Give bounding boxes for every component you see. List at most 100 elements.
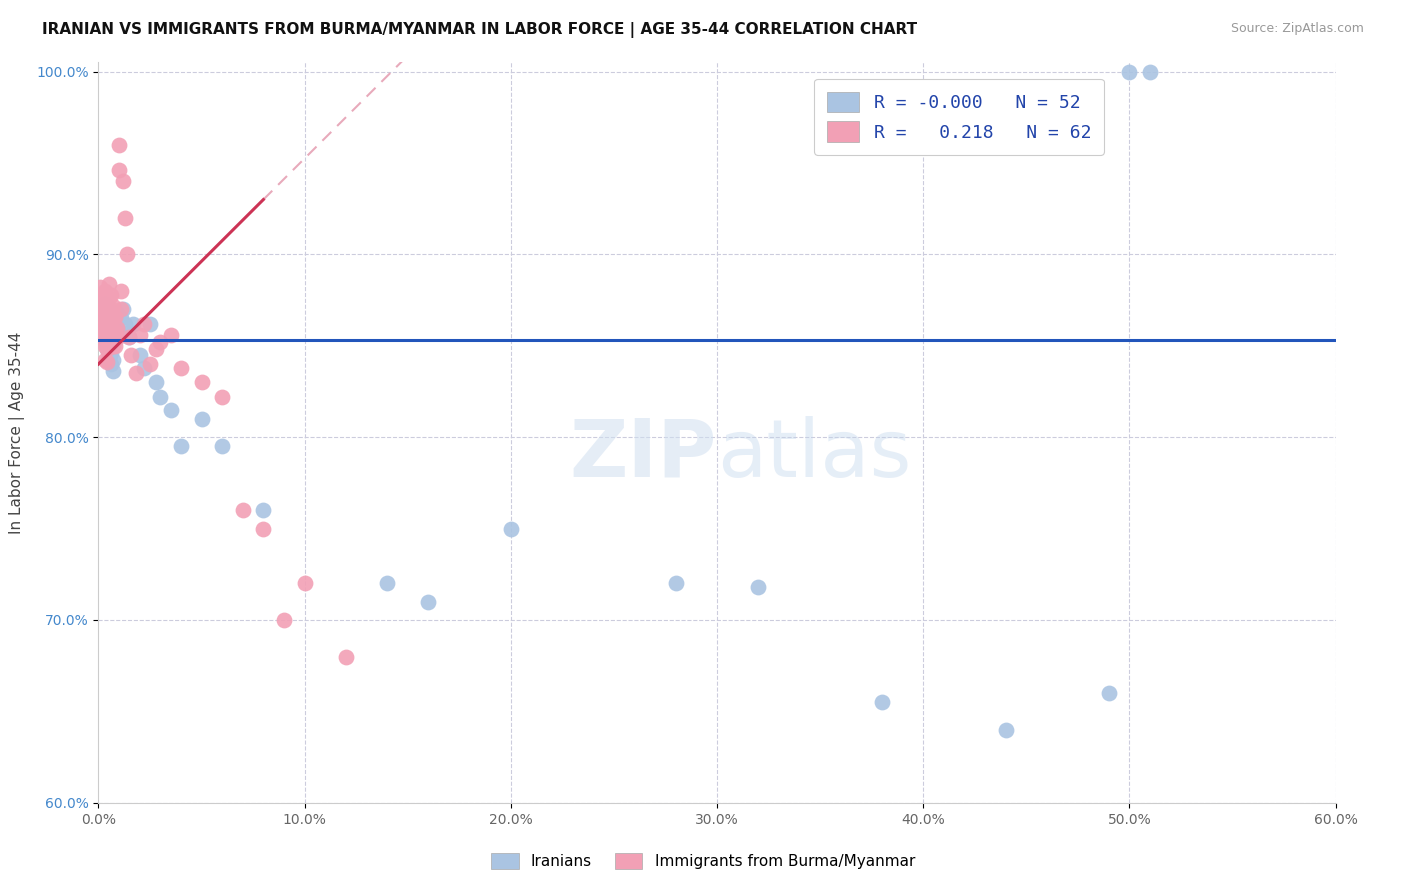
Point: [96, 355, 118, 369]
Point: [91, 302, 114, 317]
Point: [118, 329, 141, 343]
Point: [418, 595, 440, 609]
Point: [211, 390, 233, 404]
Point: [145, 376, 167, 390]
Text: IRANIAN VS IMMIGRANTS FROM BURMA/MYANMAR IN LABOR FORCE | AGE 35-44 CORRELATION : IRANIAN VS IMMIGRANTS FROM BURMA/MYANMAR…: [42, 22, 917, 38]
Point: [252, 522, 274, 536]
Point: [112, 174, 135, 188]
Point: [159, 402, 181, 417]
Point: [994, 723, 1017, 737]
Point: [1139, 64, 1161, 78]
Point: [96, 329, 118, 343]
Point: [665, 576, 688, 591]
Point: [1098, 686, 1121, 700]
Point: [159, 327, 181, 342]
Point: [100, 335, 122, 350]
Point: [108, 137, 131, 152]
Point: [100, 315, 122, 329]
Legend: Iranians, Immigrants from Burma/Myanmar: Iranians, Immigrants from Burma/Myanmar: [485, 847, 921, 875]
Point: [93, 327, 115, 342]
Point: [132, 317, 155, 331]
Point: [97, 329, 120, 343]
Point: [108, 324, 131, 338]
Point: [375, 576, 398, 591]
Point: [128, 327, 150, 342]
Point: [100, 339, 122, 353]
Point: [104, 310, 127, 324]
Point: [149, 335, 172, 350]
Point: [97, 317, 120, 331]
Point: [96, 317, 118, 331]
Point: [100, 302, 122, 317]
Point: [96, 331, 118, 345]
Point: [190, 412, 212, 426]
Point: [91, 302, 114, 317]
Point: [105, 331, 128, 345]
Point: [273, 613, 295, 627]
Point: [122, 317, 145, 331]
Point: [105, 320, 128, 334]
Point: [89, 293, 111, 307]
Point: [91, 317, 114, 331]
Point: [96, 310, 118, 324]
Text: Source: ZipAtlas.com: Source: ZipAtlas.com: [1230, 22, 1364, 36]
Point: [294, 576, 316, 591]
Point: [190, 376, 212, 390]
Point: [335, 649, 357, 664]
Point: [170, 360, 193, 375]
Point: [93, 297, 115, 311]
Point: [110, 302, 132, 317]
Point: [110, 311, 132, 326]
Point: [100, 327, 122, 342]
Point: [93, 324, 115, 338]
Point: [101, 339, 124, 353]
Point: [114, 317, 136, 331]
Legend: R = -0.000   N = 52, R =   0.218   N = 62: R = -0.000 N = 52, R = 0.218 N = 62: [814, 78, 1104, 155]
Point: [112, 302, 135, 317]
Point: [117, 247, 139, 261]
Point: [89, 280, 111, 294]
Text: ZIP: ZIP: [569, 416, 717, 494]
Point: [97, 304, 120, 318]
Point: [100, 287, 122, 301]
Text: atlas: atlas: [717, 416, 911, 494]
Point: [132, 360, 155, 375]
Point: [101, 311, 124, 326]
Point: [97, 350, 120, 364]
Point: [100, 324, 122, 338]
Point: [108, 163, 131, 178]
Point: [91, 287, 114, 301]
Point: [97, 339, 120, 353]
Point: [139, 317, 162, 331]
Point: [101, 364, 124, 378]
Point: [114, 211, 136, 225]
Point: [104, 327, 127, 342]
Point: [105, 306, 128, 320]
Point: [100, 346, 122, 360]
Point: [93, 311, 115, 326]
Y-axis label: In Labor Force | Age 35-44: In Labor Force | Age 35-44: [8, 332, 25, 533]
Point: [252, 503, 274, 517]
Point: [211, 439, 233, 453]
Point: [93, 311, 115, 326]
Point: [120, 348, 142, 362]
Point: [128, 348, 150, 362]
Point: [91, 331, 114, 345]
Point: [1118, 64, 1140, 78]
Point: [96, 299, 118, 313]
Point: [104, 339, 127, 353]
Point: [101, 324, 124, 338]
Point: [91, 324, 114, 338]
Point: [96, 343, 118, 357]
Point: [149, 390, 172, 404]
Point: [93, 339, 115, 353]
Point: [110, 284, 132, 298]
Point: [97, 327, 120, 342]
Point: [139, 357, 162, 371]
Point: [124, 366, 146, 380]
Point: [89, 329, 111, 343]
Point: [118, 329, 141, 343]
Point: [101, 299, 124, 313]
Point: [232, 503, 254, 517]
Point: [93, 353, 115, 368]
